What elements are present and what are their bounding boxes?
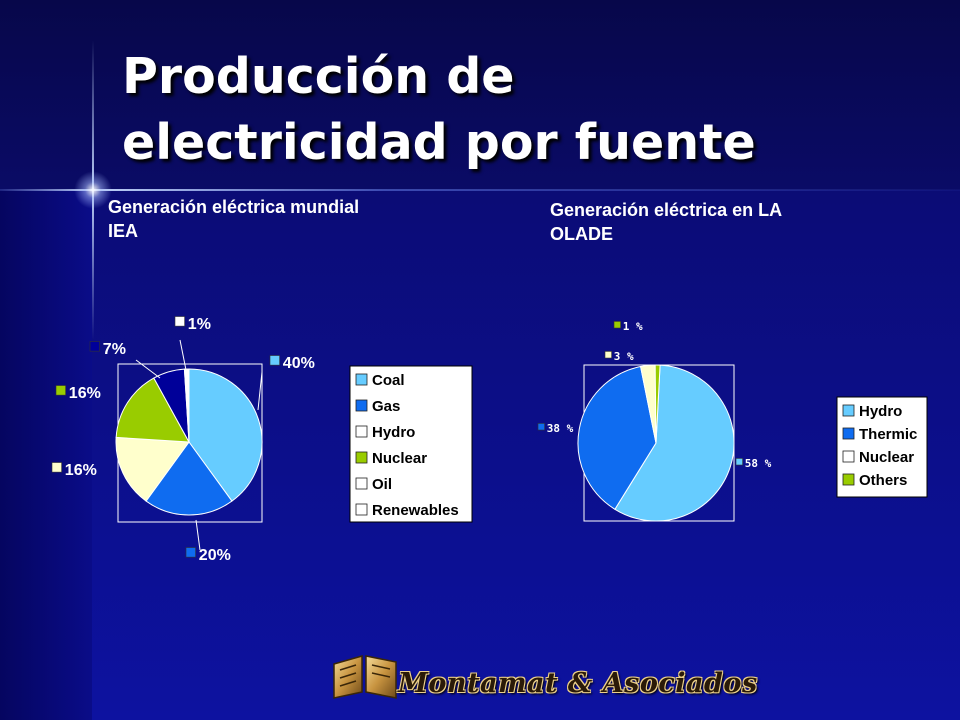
legend-swatch	[355, 503, 368, 516]
legend-label: Gas	[372, 398, 400, 415]
legend-label: Coal	[372, 372, 405, 389]
pie-slice-nuclear	[115, 377, 190, 443]
legend-label: Hydro	[859, 403, 902, 420]
slide-title: Producción de electricidad por fuente	[122, 44, 756, 176]
data-label-swatch	[613, 321, 621, 329]
pie-chart-2: 58 % 38 % 3 % 1 % Hydro Thermic Nuclear Others	[537, 320, 928, 522]
pie-slice-thermic	[577, 365, 657, 510]
legend-label: Thermic	[859, 426, 917, 443]
book-logo-icon	[333, 655, 397, 699]
chart-1-title-line-1: Generación eléctrica mundial	[108, 197, 360, 217]
left-band	[0, 190, 92, 720]
legend-swatch	[355, 399, 368, 412]
slide-title-line-1: Producción de	[122, 48, 515, 105]
chart-2-title-line-2: OLADE	[550, 224, 613, 244]
light-flare	[74, 171, 112, 209]
legend-swatch	[842, 427, 855, 440]
legend-label: Nuclear	[372, 450, 427, 467]
data-label-swatch	[51, 462, 62, 473]
pie-slice-renewables	[183, 368, 190, 443]
data-label-swatch	[89, 341, 100, 352]
legend-swatch	[842, 450, 855, 463]
chart-2-title: Generación eléctrica en LA OLADE	[550, 198, 890, 246]
legend-swatch	[842, 473, 855, 486]
data-label: 16%	[65, 462, 97, 479]
legend-label: Others	[859, 472, 907, 489]
data-label-swatch	[269, 355, 280, 366]
legend-swatch	[355, 373, 368, 386]
slide-title-line-2: electricidad por fuente	[122, 114, 756, 171]
chart-1-title-line-2: IEA	[108, 221, 139, 241]
pie-slice-others	[654, 364, 661, 444]
chart-2-title-line-1: Generación eléctrica en LA	[550, 200, 783, 220]
legend-label: Oil	[372, 476, 392, 493]
leader-line	[179, 339, 187, 371]
decorative-horizontal-line	[0, 189, 960, 191]
data-label: 1 %	[623, 320, 643, 333]
data-label: 1%	[188, 316, 211, 333]
legend-swatch	[355, 477, 368, 490]
legend-label: Renewables	[372, 502, 459, 519]
data-label-swatch	[604, 351, 612, 359]
leader-line	[135, 359, 161, 379]
title-band	[0, 0, 960, 190]
logo-text: Montamat & Asociados	[398, 668, 758, 699]
chart-1-title: Generación eléctrica mundial IEA	[108, 195, 468, 243]
leader-line	[257, 371, 263, 411]
data-label-swatch	[735, 458, 743, 466]
data-label-swatch	[185, 547, 196, 558]
pie-slice-hydro	[115, 436, 190, 502]
legend-swatch	[355, 451, 368, 464]
legend-swatch	[355, 425, 368, 438]
legend-label: Nuclear	[859, 449, 914, 466]
data-label-swatch	[537, 423, 545, 431]
pie-slice-gas	[145, 441, 233, 516]
data-label: 3 %	[614, 350, 634, 363]
data-label: 20%	[199, 547, 231, 564]
data-label: 40%	[283, 355, 315, 372]
pie-chart-1: 40% 20% 16% 16% 7% 1% Coal Gas Hydro Nuclear Oil Re…	[51, 316, 473, 564]
data-label: 38 %	[547, 422, 574, 435]
legend-swatch	[842, 404, 855, 417]
legend-label: Hydro	[372, 424, 415, 441]
pie-slice-hydro	[614, 364, 735, 522]
data-label: 7%	[103, 341, 126, 358]
data-label: 58 %	[745, 457, 772, 470]
leader-line	[195, 519, 201, 551]
legend-box	[349, 365, 473, 523]
data-label-swatch	[174, 316, 185, 327]
data-label-swatch	[55, 385, 66, 396]
data-label: 16%	[69, 385, 101, 402]
pie-slice-coal	[188, 368, 263, 502]
